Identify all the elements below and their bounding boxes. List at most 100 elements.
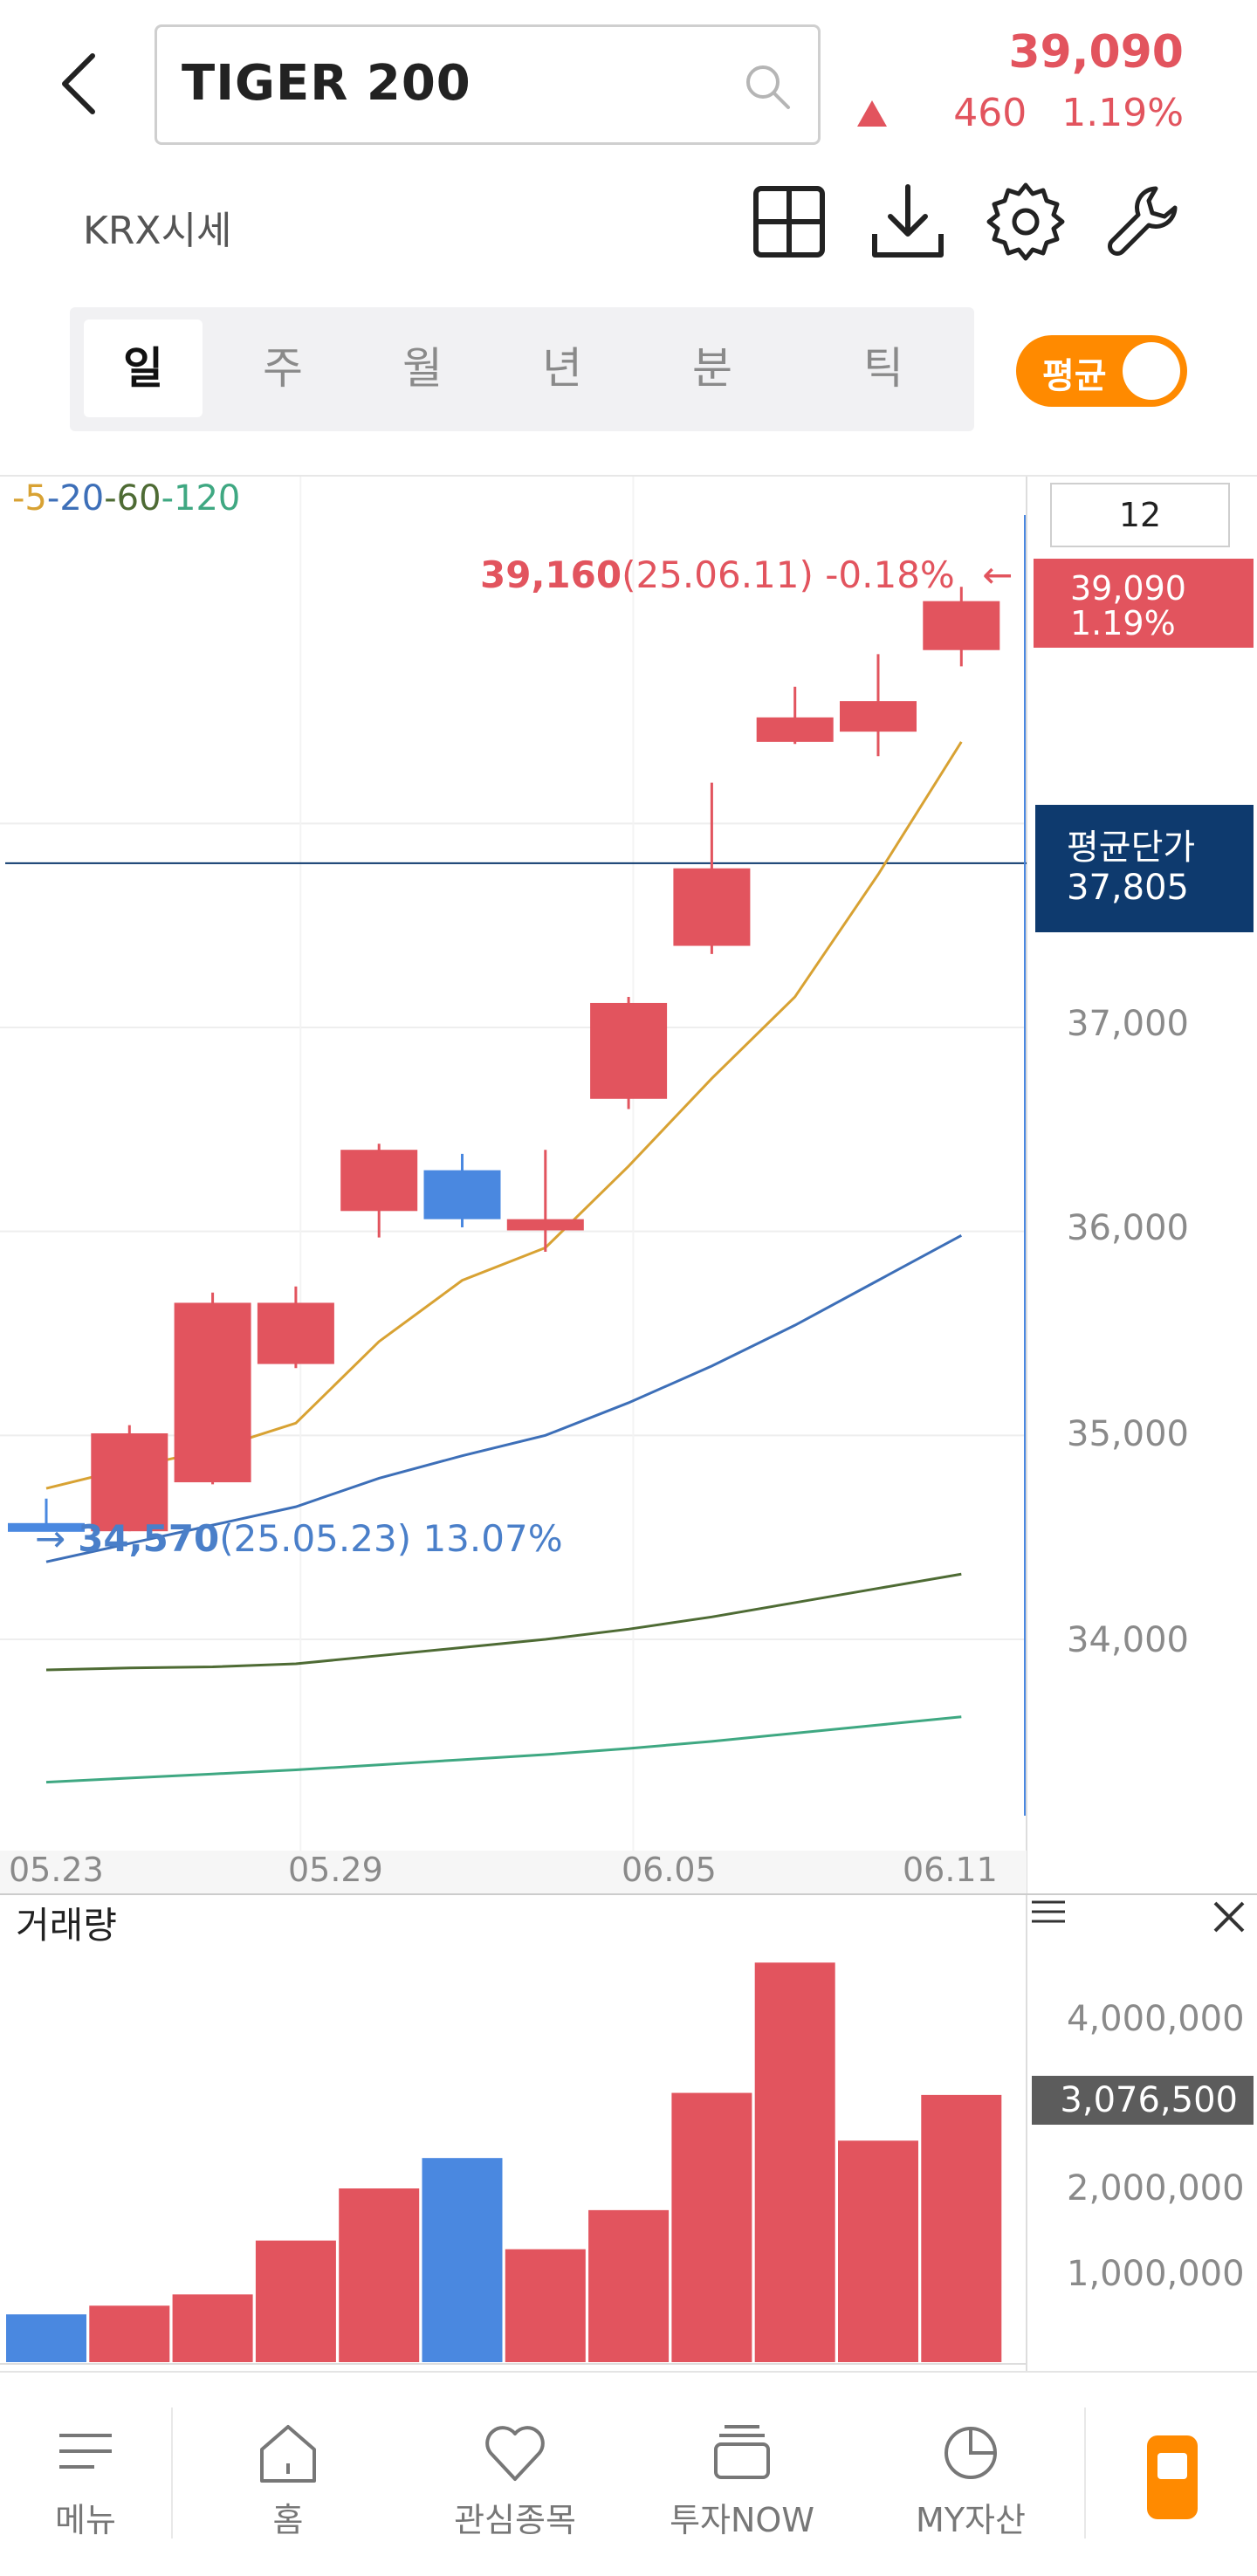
nav-watchlist[interactable]: 관심종목 — [436, 2418, 594, 2541]
volume-title: 거래량 — [16, 1904, 117, 1947]
heart-icon — [485, 2426, 545, 2481]
download-icon[interactable] — [866, 180, 950, 264]
candle-body — [174, 1302, 251, 1483]
tab-minute[interactable]: 분 — [692, 343, 732, 394]
menu-icon — [59, 2434, 112, 2469]
candle-body — [423, 1170, 501, 1219]
nav-divider — [171, 2408, 173, 2538]
ticker-search-box[interactable]: TIGER 200 — [155, 24, 821, 145]
price-change-row: 460 1.19% — [857, 91, 1184, 135]
volume-bar — [6, 2314, 86, 2362]
volume-bar — [255, 2240, 336, 2362]
candle-body — [340, 1150, 418, 1212]
price-change: 460 — [953, 91, 1027, 135]
x-tick: 06.05 — [622, 1851, 717, 1889]
ma60-line — [45, 1572, 962, 1672]
high-date: (25.06.11) — [622, 553, 814, 596]
ma120-legend: -120 — [161, 478, 241, 519]
nav-menu[interactable]: 메뉴 — [7, 2418, 164, 2541]
ma5-legend: -5 — [12, 478, 47, 519]
average-toggle-label: 평균 — [1042, 356, 1107, 396]
current-price-tag-value: 39,090 — [1070, 569, 1186, 608]
nav-home-label: 홈 — [272, 2501, 304, 2539]
left-arrow-icon: ← — [982, 553, 1013, 596]
back-chevron-icon[interactable] — [54, 49, 106, 119]
tab-day[interactable]: 일 — [84, 319, 203, 417]
volume-bar — [588, 2209, 670, 2362]
x-tick: 05.29 — [288, 1851, 383, 1889]
volume-bar — [838, 2140, 918, 2362]
low-price: 34,570 — [78, 1517, 220, 1560]
nav-invest-now[interactable]: 투자NOW — [663, 2418, 821, 2541]
average-price-tag-value: 37,805 — [1067, 868, 1189, 908]
current-price-tag-pct: 1.19% — [1070, 604, 1176, 642]
volume-bar — [505, 2249, 586, 2362]
average-price-tag-label: 평균단가 — [1067, 828, 1196, 868]
quick-order-button[interactable] — [1147, 2435, 1198, 2519]
high-price: 39,160 — [480, 553, 622, 596]
candle-body — [756, 717, 834, 742]
tab-tick[interactable]: 틱 — [863, 343, 903, 394]
candle-body — [257, 1302, 334, 1364]
ma20-legend: -20 — [46, 478, 105, 519]
hamburger-icon[interactable] — [1030, 1899, 1068, 1926]
period-tabs: 일 주 월 년 분 틱 — [70, 307, 974, 431]
ma20-line — [45, 1234, 963, 1563]
nav-home[interactable]: 홈 — [210, 2418, 367, 2541]
volume-tick: 2,000,000 — [1067, 2168, 1245, 2208]
search-icon[interactable] — [741, 60, 793, 113]
right-arrow-icon: → — [35, 1517, 66, 1560]
candle-body — [8, 1522, 85, 1532]
market-label: KRX시세 — [83, 209, 232, 253]
ma120-line — [45, 1715, 962, 1784]
current-price-tag: 39,090 1.19% — [1034, 559, 1254, 648]
current-price: 39,090 — [1008, 26, 1184, 79]
price-chart[interactable] — [0, 477, 1257, 2371]
pie-icon — [944, 2427, 997, 2479]
volume-bar — [422, 2158, 503, 2362]
tab-year[interactable]: 년 — [542, 343, 582, 394]
volume-tick: 1,000,000 — [1067, 2254, 1245, 2294]
volume-tick: 4,000,000 — [1067, 1999, 1245, 2039]
settings-gear-icon[interactable] — [984, 180, 1068, 264]
candle-body — [840, 701, 917, 732]
nav-watchlist-label: 관심종목 — [454, 2501, 576, 2539]
average-price-tag: 평균단가 37,805 — [1035, 805, 1254, 932]
nav-invest-now-label: 투자NOW — [670, 2501, 814, 2539]
nav-my-assets[interactable]: MY자산 — [892, 2418, 1049, 2541]
average-toggle[interactable]: 평균 — [1016, 335, 1187, 407]
x-tick: 05.23 — [9, 1851, 104, 1889]
volume-current-tag: 3,076,500 — [1032, 2076, 1254, 2125]
x-tick: 06.11 — [903, 1851, 998, 1889]
ma60-legend: -60 — [104, 478, 161, 519]
y-tick: 36,000 — [1067, 1208, 1189, 1248]
y-tick: 34,000 — [1067, 1620, 1189, 1660]
candle-body — [923, 601, 1000, 650]
divider — [0, 475, 1257, 477]
wrench-icon[interactable] — [1102, 180, 1185, 264]
toggle-knob — [1123, 342, 1180, 400]
volume-bar — [921, 2094, 1002, 2362]
candle-body — [506, 1219, 584, 1231]
y-tick: 35,000 — [1067, 1414, 1189, 1454]
tab-month[interactable]: 월 — [402, 343, 443, 394]
candle-body — [590, 1002, 668, 1099]
ticker-name: TIGER 200 — [182, 55, 471, 112]
x-axis-band — [0, 1851, 1027, 1894]
nav-divider — [1084, 2408, 1086, 2538]
volume-bar — [172, 2294, 253, 2362]
volume-bar — [89, 2305, 170, 2362]
zoom-count-input[interactable]: 12 — [1050, 483, 1230, 547]
close-icon[interactable] — [1212, 1899, 1247, 1934]
volume-bar — [339, 2188, 420, 2362]
volume-bar — [754, 1962, 835, 2362]
nav-menu-label: 메뉴 — [55, 2501, 116, 2539]
low-date: (25.05.23) — [219, 1517, 412, 1560]
tab-week[interactable]: 주 — [263, 343, 303, 394]
nav-my-assets-label: MY자산 — [916, 2501, 1026, 2539]
grid-layout-icon[interactable] — [747, 180, 831, 264]
candle-body — [673, 868, 751, 946]
up-triangle-icon — [857, 100, 888, 127]
y-tick: 37,000 — [1067, 1004, 1189, 1044]
home-icon — [260, 2425, 316, 2483]
